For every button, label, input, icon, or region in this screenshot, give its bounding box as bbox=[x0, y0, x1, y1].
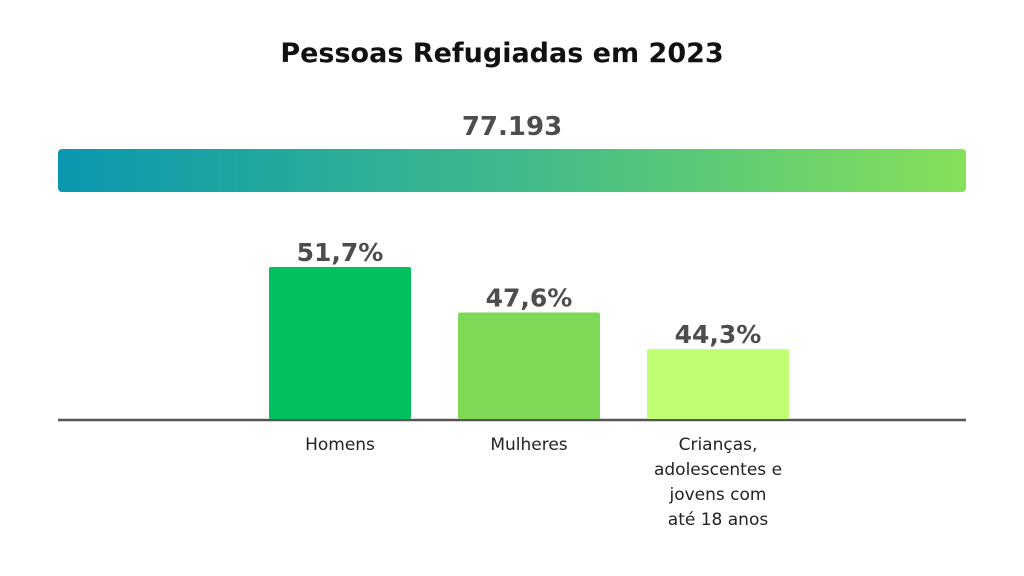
chart-title: Pessoas Refugiadas em 2023 bbox=[280, 38, 724, 69]
bar-value-label-3: 44,3% bbox=[675, 320, 762, 349]
category-label-line: Crianças, bbox=[678, 435, 758, 455]
category-label-1: Homens bbox=[260, 433, 420, 458]
total-value-label: 77.193 bbox=[461, 112, 563, 142]
bar-2 bbox=[458, 312, 600, 419]
total-bar bbox=[58, 149, 966, 192]
bar-value-label-1: 51,7% bbox=[297, 238, 384, 267]
bar-value-label-2: 47,6% bbox=[486, 283, 573, 312]
category-label-line: adolescentes e bbox=[653, 460, 783, 480]
category-label-line: jovens com bbox=[669, 485, 767, 505]
category-label-line: Homens bbox=[305, 435, 375, 455]
category-label-2: Mulheres bbox=[449, 433, 609, 458]
category-label-line: Mulheres bbox=[490, 435, 568, 455]
category-label-3: Crianças, adolescentes e jovens com até 18 … bbox=[638, 433, 798, 533]
category-label-line: até 18 anos bbox=[667, 510, 769, 530]
bar-1 bbox=[269, 267, 411, 419]
bar-3 bbox=[647, 349, 789, 419]
